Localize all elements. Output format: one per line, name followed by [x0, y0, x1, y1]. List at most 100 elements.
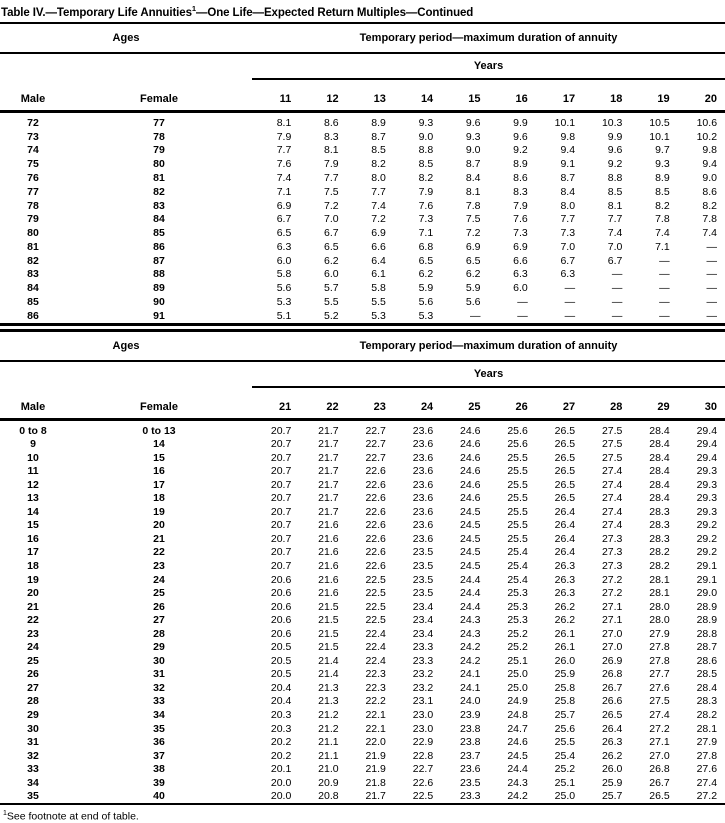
years-label: Years [252, 360, 725, 388]
value-cell: 8.8 [418, 144, 434, 157]
value-cell: 24.4 [460, 573, 481, 586]
value-cell: 28.4 [649, 424, 670, 437]
value-cell: 26.3 [601, 736, 623, 749]
value-cell: 26.5 [554, 465, 576, 478]
value-cell: 25.3 [507, 614, 528, 627]
value-cell: 9.8 [702, 144, 718, 157]
value-cell: — [706, 282, 718, 295]
table-row: 15 20 20.7 21.6 22.6 23.6 24.5 25.5 26.4 27.4 28.3… [0, 519, 725, 533]
value-cell: 6.9 [276, 199, 292, 212]
table-row: 78 83 6.9 7.2 7.4 7.6 7.8 7.9 8.0 8.1 8.2 8.2 [0, 199, 725, 213]
value-cell: 21.7 [318, 478, 339, 491]
value-cell: 26.2 [554, 600, 576, 613]
value-cell: 24.7 [507, 722, 528, 735]
value-cell: 21.1 [318, 736, 339, 749]
value-cell: 10.3 [601, 116, 623, 129]
value-cell: 22.6 [365, 505, 386, 518]
value-cell: 7.1 [655, 240, 670, 253]
value-cell: 27.8 [696, 749, 718, 762]
female-age-cell: 30 [153, 654, 165, 667]
value-cell: 8.4 [465, 171, 481, 184]
value-cell: 23.3 [412, 641, 434, 654]
female-age-cell: 91 [153, 309, 165, 322]
value-cell: 29.3 [696, 478, 718, 491]
value-cell: 23.6 [412, 492, 434, 505]
ages-header: Ages [0, 22, 252, 54]
female-age-cell: 15 [153, 451, 165, 464]
value-cell: — [706, 309, 718, 322]
value-cell: 6.2 [465, 268, 481, 281]
header-row-group: Ages Temporary period—maximum duration o… [0, 330, 725, 362]
ages-header: Ages [0, 330, 252, 362]
value-cell: 21.7 [318, 451, 339, 464]
value-cell: 25.2 [507, 627, 528, 640]
female-age-cell: 79 [153, 144, 165, 157]
value-cell: — [706, 296, 718, 309]
value-cell: 27.9 [649, 627, 670, 640]
value-cell: 22.4 [365, 654, 386, 667]
year-column-header: 20 [677, 78, 725, 113]
female-age-cell: 82 [153, 185, 165, 198]
spacer-cell [0, 53, 252, 79]
value-cell: 9.2 [513, 144, 528, 157]
value-cell: 21.5 [318, 627, 339, 640]
value-cell: 23.3 [412, 654, 434, 667]
year-column-header: 16 [488, 78, 536, 113]
female-age-cell: 37 [153, 749, 165, 762]
value-cell: 24.6 [460, 438, 481, 451]
value-cell: 8.1 [323, 144, 339, 157]
female-age-cell: 84 [153, 213, 165, 226]
value-cell: 7.4 [371, 199, 386, 212]
value-cell: 7.0 [560, 240, 576, 253]
year-column-header: 26 [488, 386, 536, 421]
table-row: 34 39 20.0 20.9 21.8 22.6 23.5 24.3 25.1 25.9 26.7… [0, 776, 725, 790]
value-cell: — [564, 296, 576, 309]
value-cell: 23.2 [412, 681, 434, 694]
value-cell: 29.0 [696, 587, 718, 600]
value-cell: 6.5 [276, 227, 292, 240]
value-cell: 7.2 [465, 227, 481, 240]
value-cell: 6.3 [560, 268, 576, 281]
female-age-cell: 85 [153, 227, 165, 240]
value-cell: 9.6 [513, 130, 528, 143]
value-cell: 9.0 [418, 130, 434, 143]
value-cell: 6.6 [371, 240, 386, 253]
value-cell: 20.2 [270, 736, 292, 749]
table-row: 20 25 20.6 21.6 22.5 23.5 24.4 25.3 26.3 27.2 28.1… [0, 586, 725, 600]
year-column-header: 27 [535, 386, 584, 421]
value-cell: 25.7 [601, 790, 623, 803]
table-row: 11 16 20.7 21.7 22.6 23.6 24.6 25.5 26.5 27.4 28.4… [0, 464, 725, 478]
year-column-header: 15 [441, 78, 489, 113]
male-age-cell: 23 [27, 627, 39, 640]
value-cell: 28.2 [696, 709, 718, 722]
table-row: 14 19 20.7 21.7 22.6 23.6 24.5 25.5 26.4 27.4 28.3… [0, 505, 725, 519]
value-cell: 27.3 [601, 546, 623, 559]
value-cell: 24.2 [460, 654, 481, 667]
value-cell: 23.9 [460, 709, 481, 722]
female-age-cell: 0 to 13 [142, 424, 176, 437]
value-cell: 22.9 [412, 736, 434, 749]
value-cell: 24.5 [460, 532, 481, 545]
value-cell: — [659, 254, 670, 267]
year-column-header: 21 [252, 386, 300, 421]
female-age-cell: 87 [153, 254, 165, 267]
table-row: 19 24 20.6 21.6 22.5 23.5 24.4 25.4 26.3 27.2 28.1… [0, 573, 725, 587]
value-cell: 26.7 [649, 776, 670, 789]
value-cell: 22.6 [365, 546, 386, 559]
male-age-cell: 81 [27, 240, 39, 253]
value-cell: 25.5 [507, 505, 528, 518]
table-row: 22 27 20.6 21.5 22.5 23.4 24.3 25.3 26.2 27.1 28.0… [0, 613, 725, 627]
male-age-cell: 75 [27, 158, 39, 171]
value-cell: 22.7 [412, 763, 434, 776]
value-cell: 26.0 [554, 654, 576, 667]
male-age-cell: 84 [27, 282, 39, 295]
value-cell: 27.4 [601, 492, 623, 505]
value-cell: 9.6 [607, 144, 623, 157]
table-row: 18 23 20.7 21.6 22.6 23.5 24.5 25.4 26.3 27.3 28.2… [0, 559, 725, 573]
value-cell: 8.2 [371, 158, 386, 171]
value-cell: 5.8 [371, 282, 386, 295]
value-cell: 24.6 [460, 465, 481, 478]
male-age-cell: 12 [27, 478, 39, 491]
value-cell: 26.4 [554, 505, 576, 518]
value-cell: 9.4 [560, 144, 576, 157]
